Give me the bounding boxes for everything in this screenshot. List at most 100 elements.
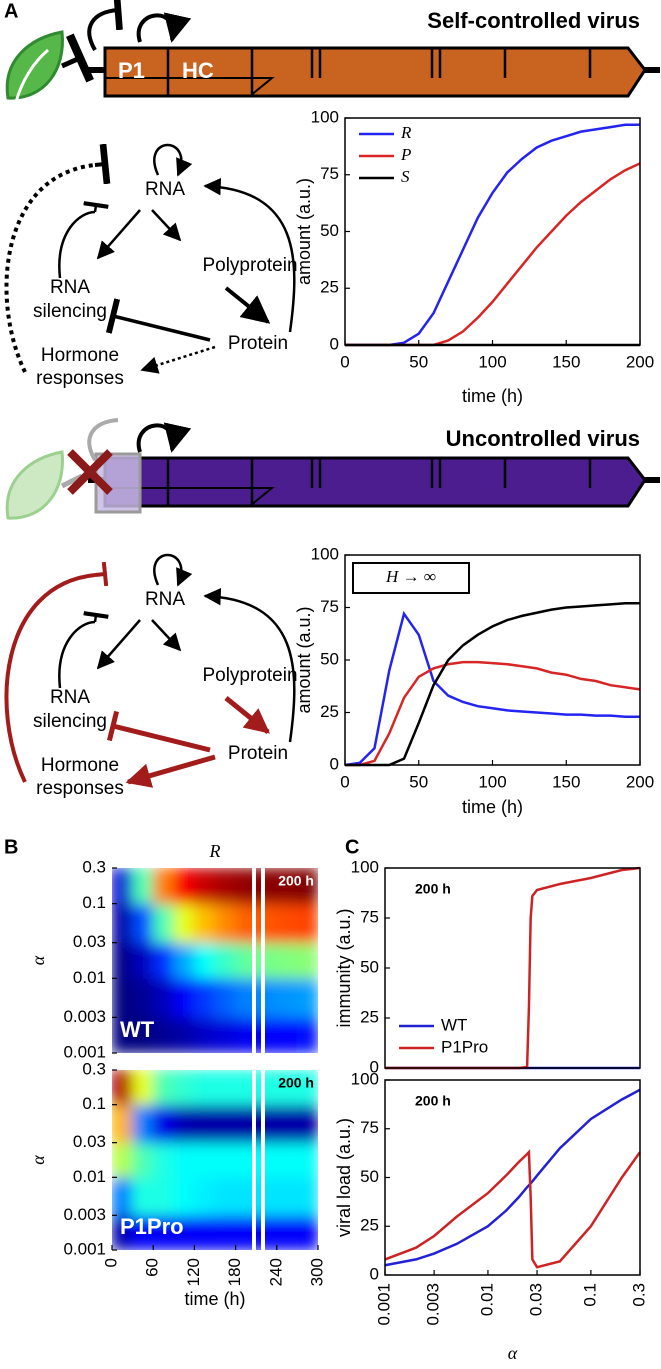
node-label: RNA bbox=[145, 589, 185, 610]
heatmap-title: R bbox=[209, 841, 221, 861]
node-label: Protein bbox=[228, 333, 288, 354]
y-axis-label: α bbox=[28, 955, 48, 965]
y-tick-label: 100 bbox=[351, 857, 379, 876]
plot-frame bbox=[344, 117, 641, 346]
heatmap-cell bbox=[132, 868, 154, 905]
x-tick-label: 240 bbox=[266, 1258, 285, 1286]
heatmap-cell bbox=[235, 942, 257, 979]
heatmap-cell bbox=[255, 942, 278, 979]
heatmap-cell bbox=[132, 1214, 154, 1250]
gene-label: P1 bbox=[118, 58, 145, 83]
heatmap-cell bbox=[255, 1070, 278, 1106]
y-axis-label: viral load (a.u.) bbox=[334, 1118, 354, 1237]
heatmap-cell bbox=[255, 868, 278, 905]
heatmap-cell bbox=[132, 942, 154, 979]
heatmap-cell bbox=[112, 977, 134, 1018]
heatmap-cell bbox=[112, 1070, 134, 1106]
y-tick-label: 0.003 bbox=[63, 1007, 106, 1026]
y-tick-label: 0.1 bbox=[82, 1094, 106, 1113]
x-tick-label: 0.03 bbox=[527, 1283, 546, 1316]
axis-break bbox=[261, 1068, 265, 1252]
annotation: WT bbox=[120, 1017, 155, 1042]
gene-top: P1 HC Self-controlled virus bbox=[5, 0, 660, 103]
series-line bbox=[345, 602, 640, 767]
heatmap-cell bbox=[276, 942, 298, 979]
y-tick-label: 0 bbox=[370, 1264, 379, 1283]
heatmap-cell bbox=[214, 1016, 237, 1053]
y-tick-label: 75 bbox=[320, 597, 339, 616]
y-tick-label: 75 bbox=[360, 907, 379, 926]
annotation: 200 h bbox=[415, 1093, 451, 1109]
x-axis-label: time (h) bbox=[462, 797, 523, 817]
x-axis-label: time (h) bbox=[462, 386, 523, 406]
node-label: silencing bbox=[33, 301, 107, 322]
y-tick-label: 50 bbox=[320, 221, 339, 240]
heatmap-cell bbox=[235, 1142, 257, 1178]
heatmap-cell bbox=[296, 903, 318, 944]
y-tick-label: 0.003 bbox=[63, 1205, 106, 1224]
annotation: H → ∞ bbox=[385, 567, 436, 586]
x-tick-label: 150 bbox=[552, 352, 580, 371]
heatmap-cell bbox=[296, 942, 318, 979]
legend-label: P bbox=[400, 145, 411, 164]
y-tick-label: 0 bbox=[370, 1057, 379, 1076]
heatmap-cell bbox=[152, 977, 175, 1018]
heatmap-cell bbox=[296, 1070, 318, 1106]
node-label: Hormone bbox=[41, 345, 119, 366]
node-label: Polyprotein bbox=[202, 255, 297, 276]
node-label: responses bbox=[36, 368, 124, 389]
heatmap-cell bbox=[235, 903, 257, 944]
y-tick-label: 0.001 bbox=[63, 1042, 106, 1061]
y-tick-label: 0.01 bbox=[73, 1167, 106, 1186]
y-tick-label: 100 bbox=[311, 544, 339, 563]
x-tick-label: 120 bbox=[184, 1258, 203, 1286]
legend-label: WT bbox=[441, 1015, 467, 1034]
series-line bbox=[384, 1149, 642, 1269]
y-tick-label: 75 bbox=[320, 164, 339, 183]
y-tick-label: 0.1 bbox=[82, 893, 106, 912]
heatmap-cell bbox=[276, 1176, 298, 1216]
heatmap-cell bbox=[214, 977, 237, 1018]
x-tick-label: 0.01 bbox=[477, 1283, 496, 1316]
y-axis-label: α bbox=[28, 1155, 48, 1165]
y-tick-label: 0.001 bbox=[63, 1239, 106, 1258]
x-tick-label: 300 bbox=[307, 1258, 326, 1286]
panel-label: A bbox=[4, 0, 18, 22]
axis-break bbox=[261, 866, 265, 1055]
heatmap-cell bbox=[152, 1214, 175, 1250]
heatmap-cell bbox=[112, 1214, 134, 1250]
heatmap-cell bbox=[173, 1070, 195, 1106]
heatmap-cell bbox=[255, 1142, 278, 1178]
series-line bbox=[345, 162, 641, 347]
series-line bbox=[345, 660, 641, 767]
y-tick-label: 75 bbox=[360, 1118, 379, 1137]
y-tick-label: 25 bbox=[360, 1216, 379, 1235]
heatmap-cell bbox=[112, 1016, 134, 1053]
panel-label: B bbox=[4, 836, 18, 858]
heatmap-cell bbox=[173, 942, 195, 979]
heatmap-cell bbox=[112, 1176, 134, 1216]
heatmap-cell bbox=[152, 1104, 175, 1144]
x-tick-label: 0 bbox=[340, 352, 349, 371]
heatmap-cell bbox=[255, 1016, 278, 1053]
heatmap-cell bbox=[276, 903, 298, 944]
x-tick-label: 50 bbox=[409, 352, 428, 371]
heatmap-cell bbox=[193, 977, 216, 1018]
annotation: 200 h bbox=[278, 1075, 314, 1091]
x-tick-label: 60 bbox=[143, 1258, 162, 1277]
x-tick-label: 0 bbox=[101, 1258, 120, 1267]
heatmap-cell bbox=[152, 868, 175, 905]
y-axis-label: amount (a.u.) bbox=[294, 606, 314, 713]
heatmap-cell bbox=[193, 1176, 216, 1216]
heatmap-cell bbox=[173, 1214, 195, 1250]
heatmap-cell bbox=[296, 868, 318, 905]
heatmap-cell bbox=[276, 1214, 298, 1250]
x-tick-label: 150 bbox=[552, 772, 580, 791]
heatmap-cell bbox=[152, 1142, 175, 1178]
heatmap-cell bbox=[132, 977, 154, 1018]
axis-break bbox=[252, 866, 256, 1055]
heatmap-cell bbox=[276, 1016, 298, 1053]
annotation: P1Pro bbox=[120, 1214, 184, 1239]
heatmap-cell bbox=[193, 868, 216, 905]
node-label: silencing bbox=[33, 711, 107, 732]
